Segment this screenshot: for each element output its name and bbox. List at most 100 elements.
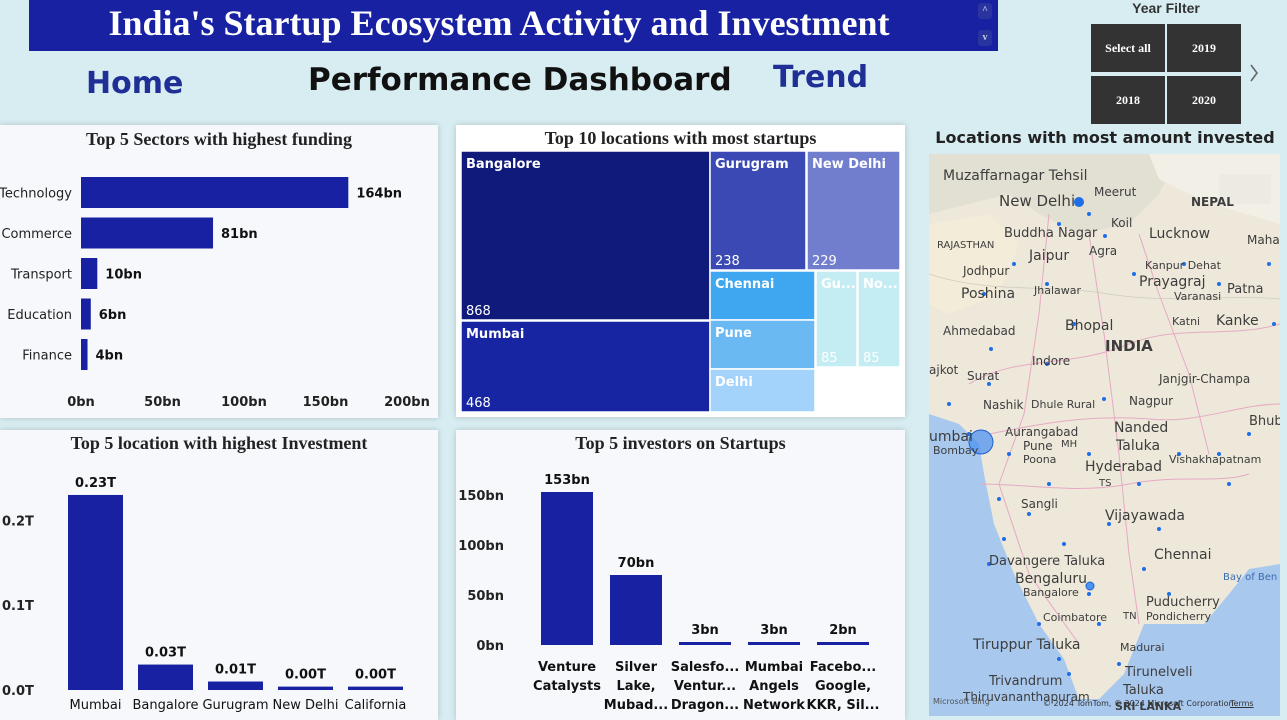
investors-panel: Top 5 investors on Startups 0bn 50bn 100bn…: [456, 430, 905, 720]
investors-y-tick: 150bn: [458, 489, 504, 504]
invest-locations-chart: 0.0T 0.1T 0.2T 0.23T Mumbai 0.03T Bangalore 0.0…: [2, 476, 407, 713]
year-filter-2019[interactable]: 2019: [1167, 24, 1241, 72]
treemap-tile-name: Gu...: [821, 277, 856, 292]
invest-value-label: 0.01T: [215, 663, 256, 678]
chevron-right-icon[interactable]: [1249, 62, 1259, 90]
treemap-tile-name: Pune: [715, 326, 752, 341]
treemap-tile-value: 85: [863, 351, 880, 366]
investors-bar: [679, 642, 731, 645]
map-place-label: Aurangabad: [1005, 425, 1079, 439]
map-place-label: Bhubar: [1249, 414, 1280, 429]
investors-chart: 0bn 50bn 100bn 150bn 153bn Venture Catalysts 70…: [458, 473, 880, 713]
treemap-tile: [857, 270, 901, 368]
map-place-label: MH: [1061, 439, 1078, 450]
sectors-panel: Top 5 Sectors with highest funding Techn…: [0, 125, 438, 418]
invest-bar: [138, 664, 193, 690]
map-place-label: Vijayawada: [1105, 508, 1185, 524]
sector-value-label: 81bn: [221, 227, 258, 242]
invest-bar: [208, 681, 263, 690]
investors-bar: [817, 642, 869, 645]
invest-bar: [278, 686, 333, 690]
india-map[interactable]: Muzaffarnagar Tehsil New Delhi Meerut Koil B…: [929, 154, 1280, 716]
investors-category-label: Lake,: [616, 679, 655, 694]
map-place-label: Maharaj: [1247, 233, 1280, 247]
treemap-tile: [709, 270, 816, 321]
map-terms-link[interactable]: Terms: [1230, 699, 1254, 708]
map-place-label: Prayagraj: [1139, 274, 1206, 290]
year-filter-2020[interactable]: 2020: [1167, 76, 1241, 124]
map-place-label: Poshina: [961, 286, 1016, 302]
investors-category-label: Google,: [815, 679, 871, 694]
investors-category-label: KKR, Sil...: [807, 698, 880, 713]
investors-value-label: 2bn: [829, 623, 857, 638]
invest-category-label: New Delhi: [273, 698, 339, 713]
year-filter-2018[interactable]: 2018: [1091, 76, 1165, 124]
map-place-label: umbai: [929, 429, 973, 445]
sector-category-label: Finance: [22, 349, 72, 364]
map-place-label: Tiruppur Taluka: [973, 637, 1081, 653]
treemap-tile: [815, 270, 858, 368]
treemap-tile-name: Bangalore: [466, 157, 541, 172]
treemap-tile: [806, 150, 901, 271]
invest-bar: [68, 494, 123, 690]
investors-category-label: Venture: [538, 660, 596, 675]
investors-category-label: Silver: [615, 660, 658, 675]
map-place-label: Bhopal: [1065, 318, 1114, 334]
treemap-tile-name: Chennai: [715, 277, 774, 292]
investors-category-label: Facebo...: [810, 660, 876, 675]
map-place-label: Bay of Ben: [1223, 572, 1278, 583]
invest-category-label: California: [345, 698, 407, 713]
map-title: Locations with most amount invested: [935, 128, 1275, 147]
treemap-tile: [709, 150, 807, 271]
treemap-tile-name: No...: [863, 277, 898, 292]
sector-bar: [81, 258, 98, 289]
map-place-label: Hyderabad: [1085, 459, 1162, 475]
map-place-label: Kanke: [1216, 313, 1259, 329]
map-place-label: RAJASTHAN: [937, 240, 995, 251]
sector-x-tick: 0bn: [67, 395, 95, 410]
sector-category-label: Commerce: [1, 227, 72, 242]
bing-logo: Microsoft Bing: [933, 697, 990, 706]
nav-trend-link[interactable]: Trend: [773, 60, 869, 95]
nav-home-link[interactable]: Home: [86, 66, 184, 101]
map-place-label: Bengaluru: [1015, 571, 1087, 587]
scroll-down-button[interactable]: v: [978, 30, 992, 46]
investors-value-label: 3bn: [691, 623, 719, 638]
map-place-label: INDIA: [1105, 337, 1153, 355]
investors-value-label: 70bn: [618, 556, 655, 571]
map-place-label: Madurai: [1120, 641, 1165, 654]
invest-y-tick: 0.2T: [2, 514, 34, 529]
investors-category-label: Mubad...: [604, 698, 668, 713]
map-place-label: Trivandrum: [989, 674, 1063, 689]
sector-category-label: Education: [7, 308, 72, 323]
investors-y-tick: 0bn: [476, 639, 504, 654]
map-place-label: Agra: [1089, 244, 1118, 258]
map-place-label: Puducherry: [1146, 595, 1220, 610]
treemap-tile-value: 238: [715, 254, 740, 269]
year-filter-title: Year Filter: [1132, 0, 1200, 16]
invest-value-label: 0.00T: [285, 668, 326, 683]
map-place-label: Bangalore: [1023, 586, 1079, 599]
treemap-tile: [709, 368, 816, 413]
year-filter-select-all[interactable]: Select all: [1091, 24, 1165, 72]
sector-category-label: Transport: [10, 268, 72, 283]
investors-category-label: Salesfo...: [671, 660, 740, 675]
sectors-title: Top 5 Sectors with highest funding: [86, 129, 352, 149]
sector-bar: [81, 217, 214, 249]
map-place-label: Pune: [1023, 439, 1053, 453]
map-place-label: Vishakhapatnam: [1169, 453, 1262, 466]
sector-value-label: 6bn: [99, 308, 127, 323]
investors-category-label: Network: [743, 698, 805, 713]
treemap-tile-name: Gurugram: [715, 157, 789, 172]
scroll-up-button[interactable]: ^: [978, 3, 992, 19]
map-place-label: Davangere Taluka: [989, 554, 1106, 569]
map-place-label: Chennai: [1154, 547, 1212, 563]
map-place-label: Tirunelveli: [1125, 665, 1193, 680]
map-place-label: Koil: [1111, 216, 1133, 230]
investors-bar: [541, 492, 593, 645]
invest-locations-title: Top 5 location with highest Investment: [70, 433, 368, 453]
sector-bar: [81, 177, 349, 208]
map-place-label: Nagpur: [1129, 394, 1174, 408]
investors-y-tick: 100bn: [458, 539, 504, 554]
invest-bar: [348, 686, 403, 690]
